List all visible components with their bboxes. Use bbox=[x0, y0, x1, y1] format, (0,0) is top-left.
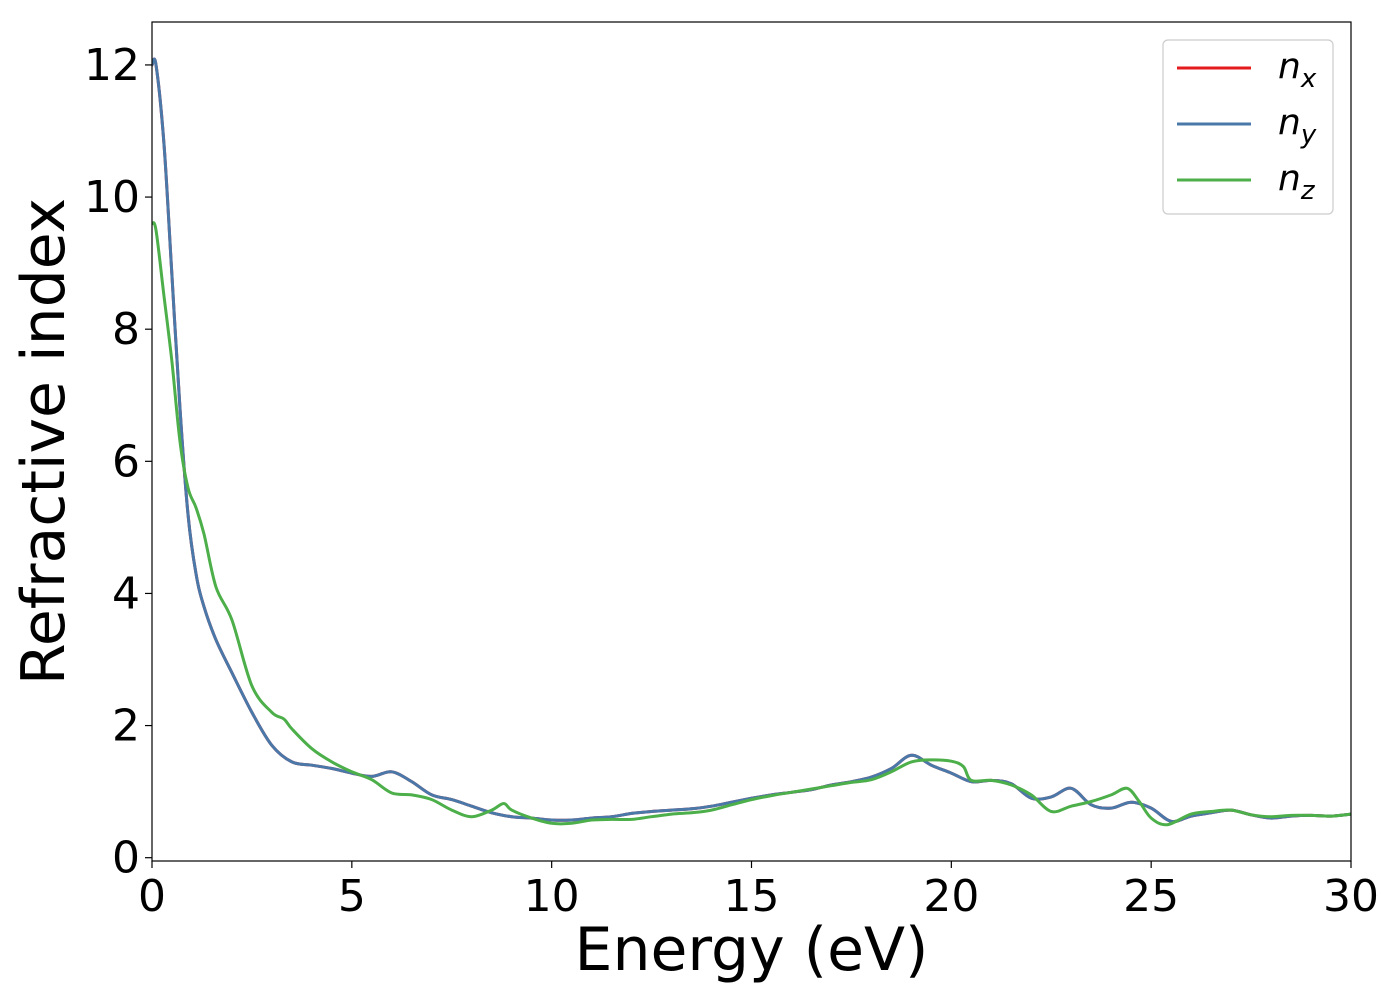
y-tick-label: 10 bbox=[84, 172, 140, 223]
x-tick-label: 5 bbox=[338, 871, 366, 922]
x-tick-label: 30 bbox=[1323, 871, 1379, 922]
x-tick-label: 15 bbox=[724, 871, 780, 922]
y-tick-label: 6 bbox=[112, 436, 140, 487]
y-tick-label: 0 bbox=[112, 833, 140, 884]
y-tick-label: 12 bbox=[84, 40, 140, 91]
y-tick-label: 8 bbox=[112, 304, 140, 355]
series-line-n-z bbox=[152, 221, 1351, 827]
x-axis-label: Energy (eV) bbox=[575, 915, 929, 985]
legend-label-y: ny bbox=[1278, 102, 1317, 150]
y-tick-label: 4 bbox=[112, 568, 140, 619]
y-tick-label: 2 bbox=[112, 701, 140, 752]
x-tick-label: 0 bbox=[138, 871, 166, 922]
legend-box bbox=[1162, 39, 1334, 215]
legend-label-x: nx bbox=[1278, 46, 1317, 94]
y-axis-ticks: 0 2 4 6 8 10 12 bbox=[84, 40, 152, 884]
y-axis-label: Refractive index bbox=[9, 198, 79, 685]
x-tick-label: 20 bbox=[923, 871, 979, 922]
legend: nx ny nz bbox=[1162, 39, 1334, 215]
x-axis-ticks: 0 5 10 15 20 25 30 bbox=[138, 861, 1379, 922]
legend-label-z: nz bbox=[1278, 158, 1316, 206]
series-lines bbox=[152, 57, 1351, 827]
x-tick-label: 25 bbox=[1123, 871, 1179, 922]
series-line-n-y bbox=[152, 57, 1351, 824]
x-tick-label: 10 bbox=[524, 871, 580, 922]
